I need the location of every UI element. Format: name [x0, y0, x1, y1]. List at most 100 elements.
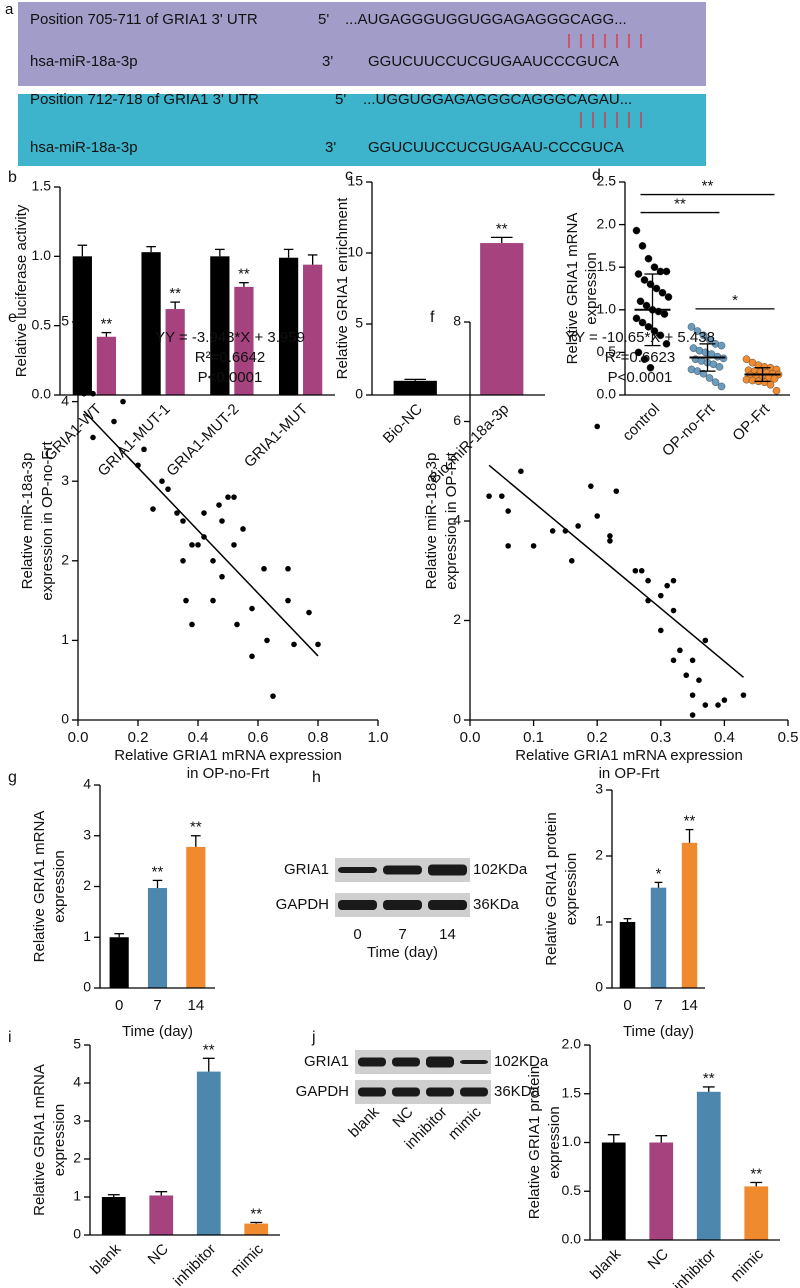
data-point	[240, 526, 246, 532]
panel-letter: h	[312, 769, 321, 786]
y-tick-label: 5	[73, 1036, 81, 1052]
x-tick-label: 0.3	[650, 729, 671, 746]
x-tick-label: OP-no-Frt	[659, 400, 719, 460]
x-tick-label: 0.8	[308, 729, 329, 746]
bar	[141, 252, 161, 395]
alignment-box	[18, 94, 706, 166]
significance-label: **	[203, 1041, 215, 1058]
target-end: 5'	[318, 11, 329, 28]
bar	[480, 243, 524, 395]
y-tick-label: 5	[61, 313, 69, 329]
blot-size-label: 102KDa	[494, 1053, 549, 1070]
data-point	[705, 374, 714, 382]
data-point	[662, 267, 671, 276]
y-tick-label: 2	[595, 847, 603, 863]
y-tick-label: 2.5	[597, 173, 617, 189]
y-tick-label: 3	[73, 1112, 81, 1128]
x-tick-label: NC	[145, 1241, 172, 1268]
y-tick-label: 3	[83, 826, 91, 842]
y-axis-label: Relative GRIA1 protein	[543, 812, 560, 965]
blot-row-label: GRIA1	[304, 1053, 349, 1070]
data-point	[634, 348, 643, 357]
bar	[72, 256, 92, 395]
y-axis-label: Relative miR-18a-3p	[19, 453, 36, 590]
data-point	[210, 558, 216, 564]
data-point	[216, 502, 222, 508]
regression-annotation: YY = -10.65*X + 5.438	[565, 329, 715, 346]
data-point	[683, 672, 690, 679]
data-point	[636, 297, 645, 306]
y-tick-label: 0	[83, 979, 91, 995]
data-point	[638, 242, 647, 250]
data-point	[120, 398, 126, 405]
y-tick-label: 1.0	[597, 301, 617, 317]
y-tick-label: 0	[73, 1226, 81, 1242]
blot-row-label: GRIA1	[284, 861, 329, 878]
blot-band	[383, 900, 422, 910]
data-point	[717, 341, 726, 350]
x-tick-label: inhibitor	[670, 1246, 719, 1288]
mirna-end: 3'	[322, 53, 333, 70]
y-axis-label: expression	[583, 252, 600, 325]
blot-band	[383, 865, 422, 875]
y-tick-label: 1	[61, 631, 69, 647]
data-point	[231, 494, 237, 500]
data-point	[607, 533, 613, 539]
blot-row-label: GAPDH	[276, 896, 329, 913]
x-tick-label: control	[619, 401, 663, 445]
fit-line	[488, 464, 744, 678]
regression-annotation: R²=0.6642	[195, 349, 265, 366]
data-point	[594, 513, 600, 519]
y-tick-label: 3	[595, 781, 603, 797]
data-point	[689, 712, 696, 718]
y-axis-label: Relative GRIA1 mRNA	[31, 1064, 48, 1216]
data-point	[505, 508, 511, 514]
panel-letter: i	[8, 1029, 12, 1046]
data-point	[613, 488, 620, 494]
y-axis-label: expression in OP-no-Frt	[39, 441, 56, 601]
data-point	[189, 621, 195, 628]
panel-letter: j	[311, 1029, 316, 1046]
data-point	[264, 637, 270, 644]
blot-band	[392, 1087, 420, 1097]
x-tick-label: blank	[587, 1245, 625, 1283]
data-point	[711, 378, 720, 387]
data-point	[638, 318, 647, 327]
y-tick-label: 0.5	[597, 343, 617, 359]
significance-label: **	[750, 1165, 762, 1182]
x-axis-label: in OP-Frt	[599, 765, 661, 782]
y-tick-label: 4	[61, 392, 69, 408]
data-point	[568, 558, 575, 564]
significance-label: **	[238, 266, 250, 283]
data-point	[180, 558, 186, 564]
y-axis-label: Relative GRIA1 mRNA	[564, 213, 581, 365]
y-axis-label: Relative miR-18a-3p	[423, 453, 440, 590]
panel-letter: c	[345, 167, 353, 184]
data-point	[81, 390, 87, 397]
blot-band	[460, 1060, 488, 1064]
blot-size-label: 36KDa	[473, 896, 520, 913]
y-tick-label: 1.5	[32, 178, 52, 194]
x-axis-label: Time (day)	[122, 1023, 193, 1040]
x-tick-label: 0.0	[68, 729, 89, 746]
mirna-seq: GGUCUUCCUCGUGAAU-CCCGUCA	[368, 139, 624, 156]
bar	[696, 1091, 721, 1240]
x-tick-label: 0.2	[587, 729, 608, 746]
y-tick-label: 3	[61, 472, 69, 488]
data-point	[702, 637, 709, 644]
bar	[650, 887, 667, 988]
x-tick-label: mimic	[727, 1245, 767, 1285]
data-point	[518, 468, 524, 475]
data-point	[607, 538, 613, 544]
y-tick-label: 2	[83, 877, 91, 893]
blot-band	[426, 1056, 454, 1068]
data-point	[219, 518, 225, 524]
mirna-label: hsa-miR-18a-3p	[30, 53, 138, 70]
data-point	[632, 567, 639, 574]
y-tick-label: 0.5	[562, 1182, 582, 1198]
data-point	[687, 323, 696, 331]
y-tick-label: 4	[73, 1074, 81, 1090]
data-point	[670, 657, 677, 664]
